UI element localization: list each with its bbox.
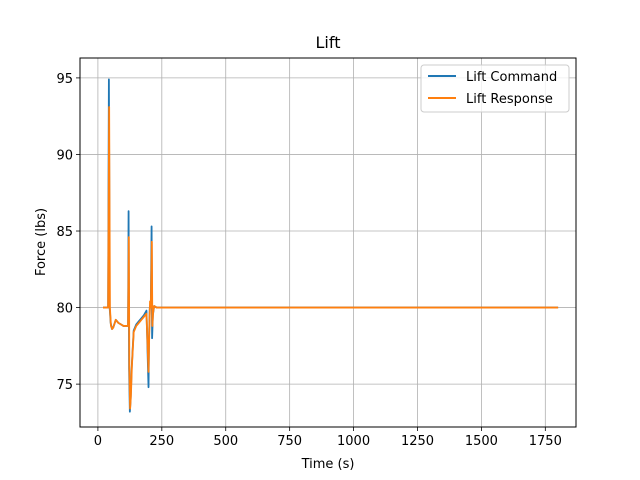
y-tick-label: 95	[56, 72, 73, 87]
x-tick-label: 1500	[465, 434, 498, 449]
x-tick-label: 1000	[337, 434, 370, 449]
x-tick-label: 250	[149, 434, 174, 449]
y-axis: 75 80 85 90 95	[56, 72, 80, 393]
y-axis-title: Force (lbs)	[34, 208, 49, 276]
x-axis: 0 250 500 750 1000 1250 1500 1750	[94, 427, 562, 449]
legend-label-lift-command: Lift Command	[466, 70, 557, 85]
y-tick-label: 80	[56, 302, 73, 317]
series-line-lift-response	[103, 106, 559, 410]
y-tick-label: 85	[56, 225, 73, 240]
x-axis-title: Time (s)	[301, 457, 355, 472]
legend-box	[420, 64, 570, 113]
legend: Lift Command Lift Response	[420, 64, 570, 113]
y-tick-label: 75	[56, 378, 73, 393]
x-tick-label: 1750	[529, 434, 562, 449]
legend-label-lift-response: Lift Response	[466, 92, 553, 107]
chart-title: Lift	[316, 33, 341, 52]
x-tick-label: 0	[94, 434, 102, 449]
plot-frame	[79, 57, 577, 428]
x-tick-label: 1250	[401, 434, 434, 449]
x-tick-label: 500	[213, 434, 238, 449]
plot-lines	[103, 78, 559, 413]
y-tick-label: 90	[56, 148, 73, 163]
x-tick-label: 750	[277, 434, 302, 449]
